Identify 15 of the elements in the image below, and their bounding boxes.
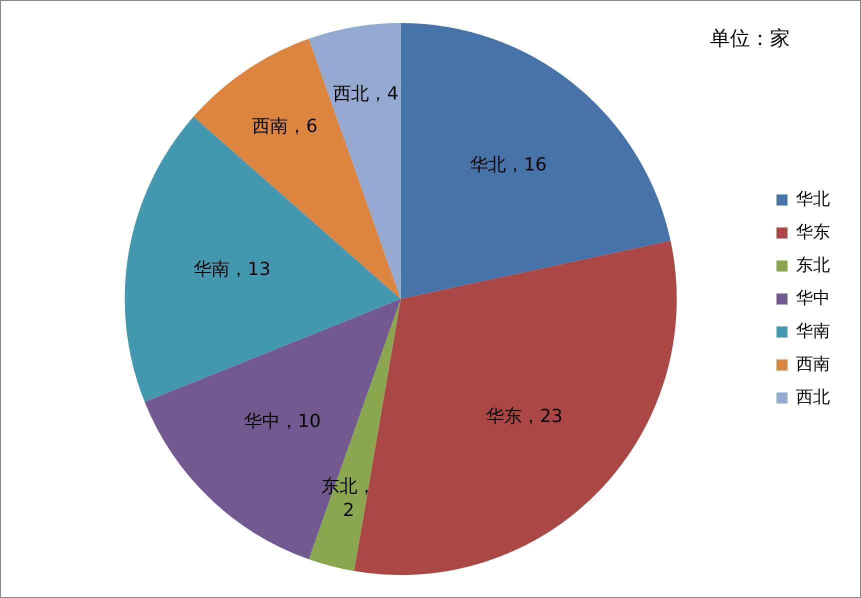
legend-label: 西南 [796,354,830,374]
text: 单位：家 [710,25,790,52]
data-label: 华东，23 [486,406,563,428]
legend-label: 华南 [796,321,830,342]
data-label: 华北，16 [470,154,547,176]
legend-label: 华东 [796,222,830,242]
legend-label: 东北 [796,255,830,276]
data-label: 东北，2 [322,476,376,521]
data-label: 华中，10 [244,411,321,432]
legend-label: 西北 [796,387,830,408]
data-label: 西北，4 [333,84,398,105]
legend-label: 华中 [796,288,830,308]
data-label: 西南，6 [252,116,318,138]
data-label: 华南，13 [194,258,271,280]
legend-label: 华北 [796,189,830,210]
